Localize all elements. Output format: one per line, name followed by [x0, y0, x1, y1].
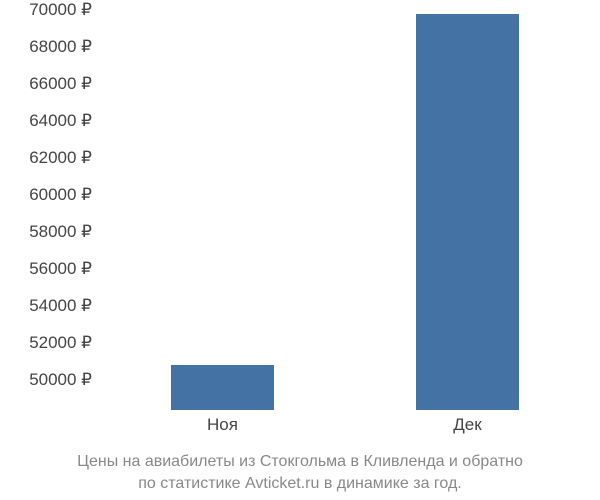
x-label: Дек	[453, 415, 481, 435]
y-tick: 56000 ₽	[29, 259, 92, 279]
x-axis: Ноя Дек	[100, 415, 590, 440]
y-axis: 50000 ₽ 52000 ₽ 54000 ₽ 56000 ₽ 58000 ₽ 60000…	[0, 10, 100, 410]
bar-Дек	[416, 14, 519, 410]
plot-area	[100, 10, 590, 410]
y-tick: 50000 ₽	[29, 370, 92, 390]
y-tick: 54000 ₽	[29, 296, 92, 316]
y-tick: 52000 ₽	[29, 333, 92, 353]
y-tick: 60000 ₽	[29, 185, 92, 205]
y-tick: 58000 ₽	[29, 222, 92, 242]
price-chart: 50000 ₽ 52000 ₽ 54000 ₽ 56000 ₽ 58000 ₽ 60000…	[0, 10, 600, 440]
y-tick: 66000 ₽	[29, 74, 92, 94]
bar-Ноя	[171, 365, 274, 410]
y-tick: 70000 ₽	[29, 0, 92, 20]
caption-line-1: Цены на авиабилеты из Стокгольма в Кливл…	[0, 451, 600, 473]
y-tick: 64000 ₽	[29, 111, 92, 131]
y-tick: 68000 ₽	[29, 37, 92, 57]
caption-line-2: по статистике Avticket.ru в динамике за …	[0, 473, 600, 495]
y-tick: 62000 ₽	[29, 148, 92, 168]
x-label: Ноя	[207, 415, 238, 435]
